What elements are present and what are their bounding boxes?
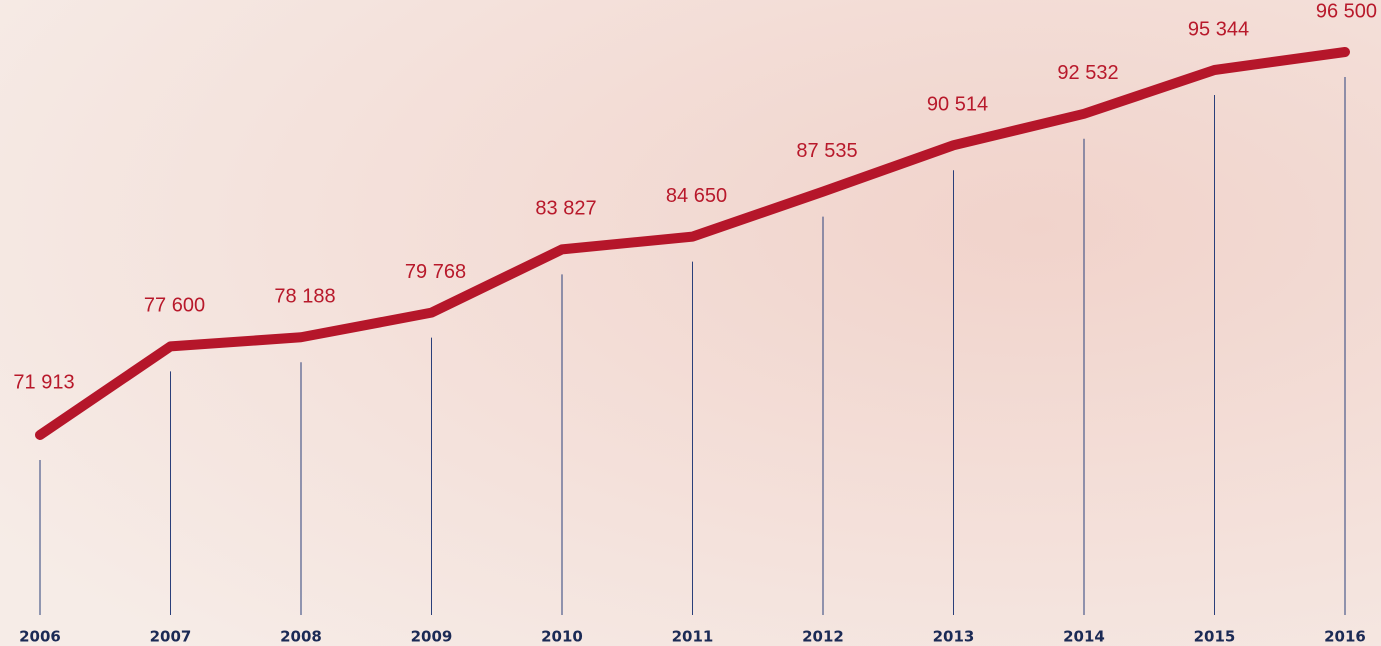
x-tick-label: 2015 bbox=[1194, 628, 1236, 646]
x-tick-label: 2010 bbox=[541, 628, 583, 646]
value-label: 71 913 bbox=[13, 371, 74, 393]
x-tick-label: 2007 bbox=[150, 628, 192, 646]
x-tick-label: 2006 bbox=[19, 628, 61, 646]
value-label: 87 535 bbox=[796, 140, 857, 162]
data-line bbox=[35, 47, 1350, 440]
x-tick-label: 2011 bbox=[672, 628, 714, 646]
value-label: 96 500 bbox=[1316, 0, 1377, 22]
value-label: 77 600 bbox=[144, 295, 205, 317]
value-label: 83 827 bbox=[535, 198, 596, 220]
x-tick-label: 2013 bbox=[933, 628, 975, 646]
x-tick-label: 2008 bbox=[280, 628, 322, 646]
value-label: 95 344 bbox=[1188, 18, 1249, 40]
value-label: 92 532 bbox=[1057, 62, 1118, 84]
x-tick-label: 2009 bbox=[411, 628, 453, 646]
value-label: 79 768 bbox=[405, 261, 466, 283]
value-label: 90 514 bbox=[927, 94, 988, 116]
x-tick-label: 2014 bbox=[1063, 628, 1105, 646]
x-tick-label: 2016 bbox=[1324, 628, 1366, 646]
value-label: 78 188 bbox=[274, 286, 335, 308]
value-label: 84 650 bbox=[666, 185, 727, 207]
x-tick-label: 2012 bbox=[802, 628, 844, 646]
